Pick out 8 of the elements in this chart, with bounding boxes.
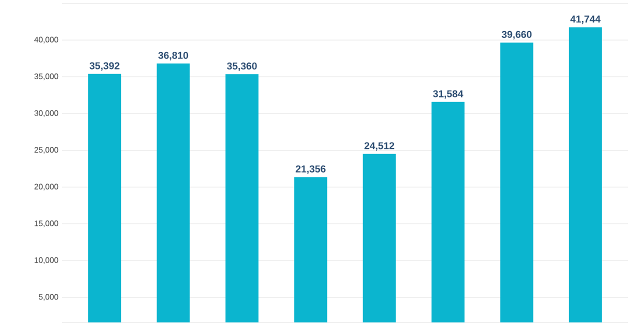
data-label: 36,810 (158, 52, 188, 60)
data-label: 41,744 (570, 16, 601, 24)
data-label: 21,356 (296, 165, 326, 174)
data-label: 35,392 (90, 62, 120, 71)
data-label: 24,512 (364, 142, 394, 151)
data-label: 31,584 (433, 90, 464, 99)
data-label: 35,360 (226, 62, 257, 71)
data-label: 39,660 (502, 30, 532, 40)
